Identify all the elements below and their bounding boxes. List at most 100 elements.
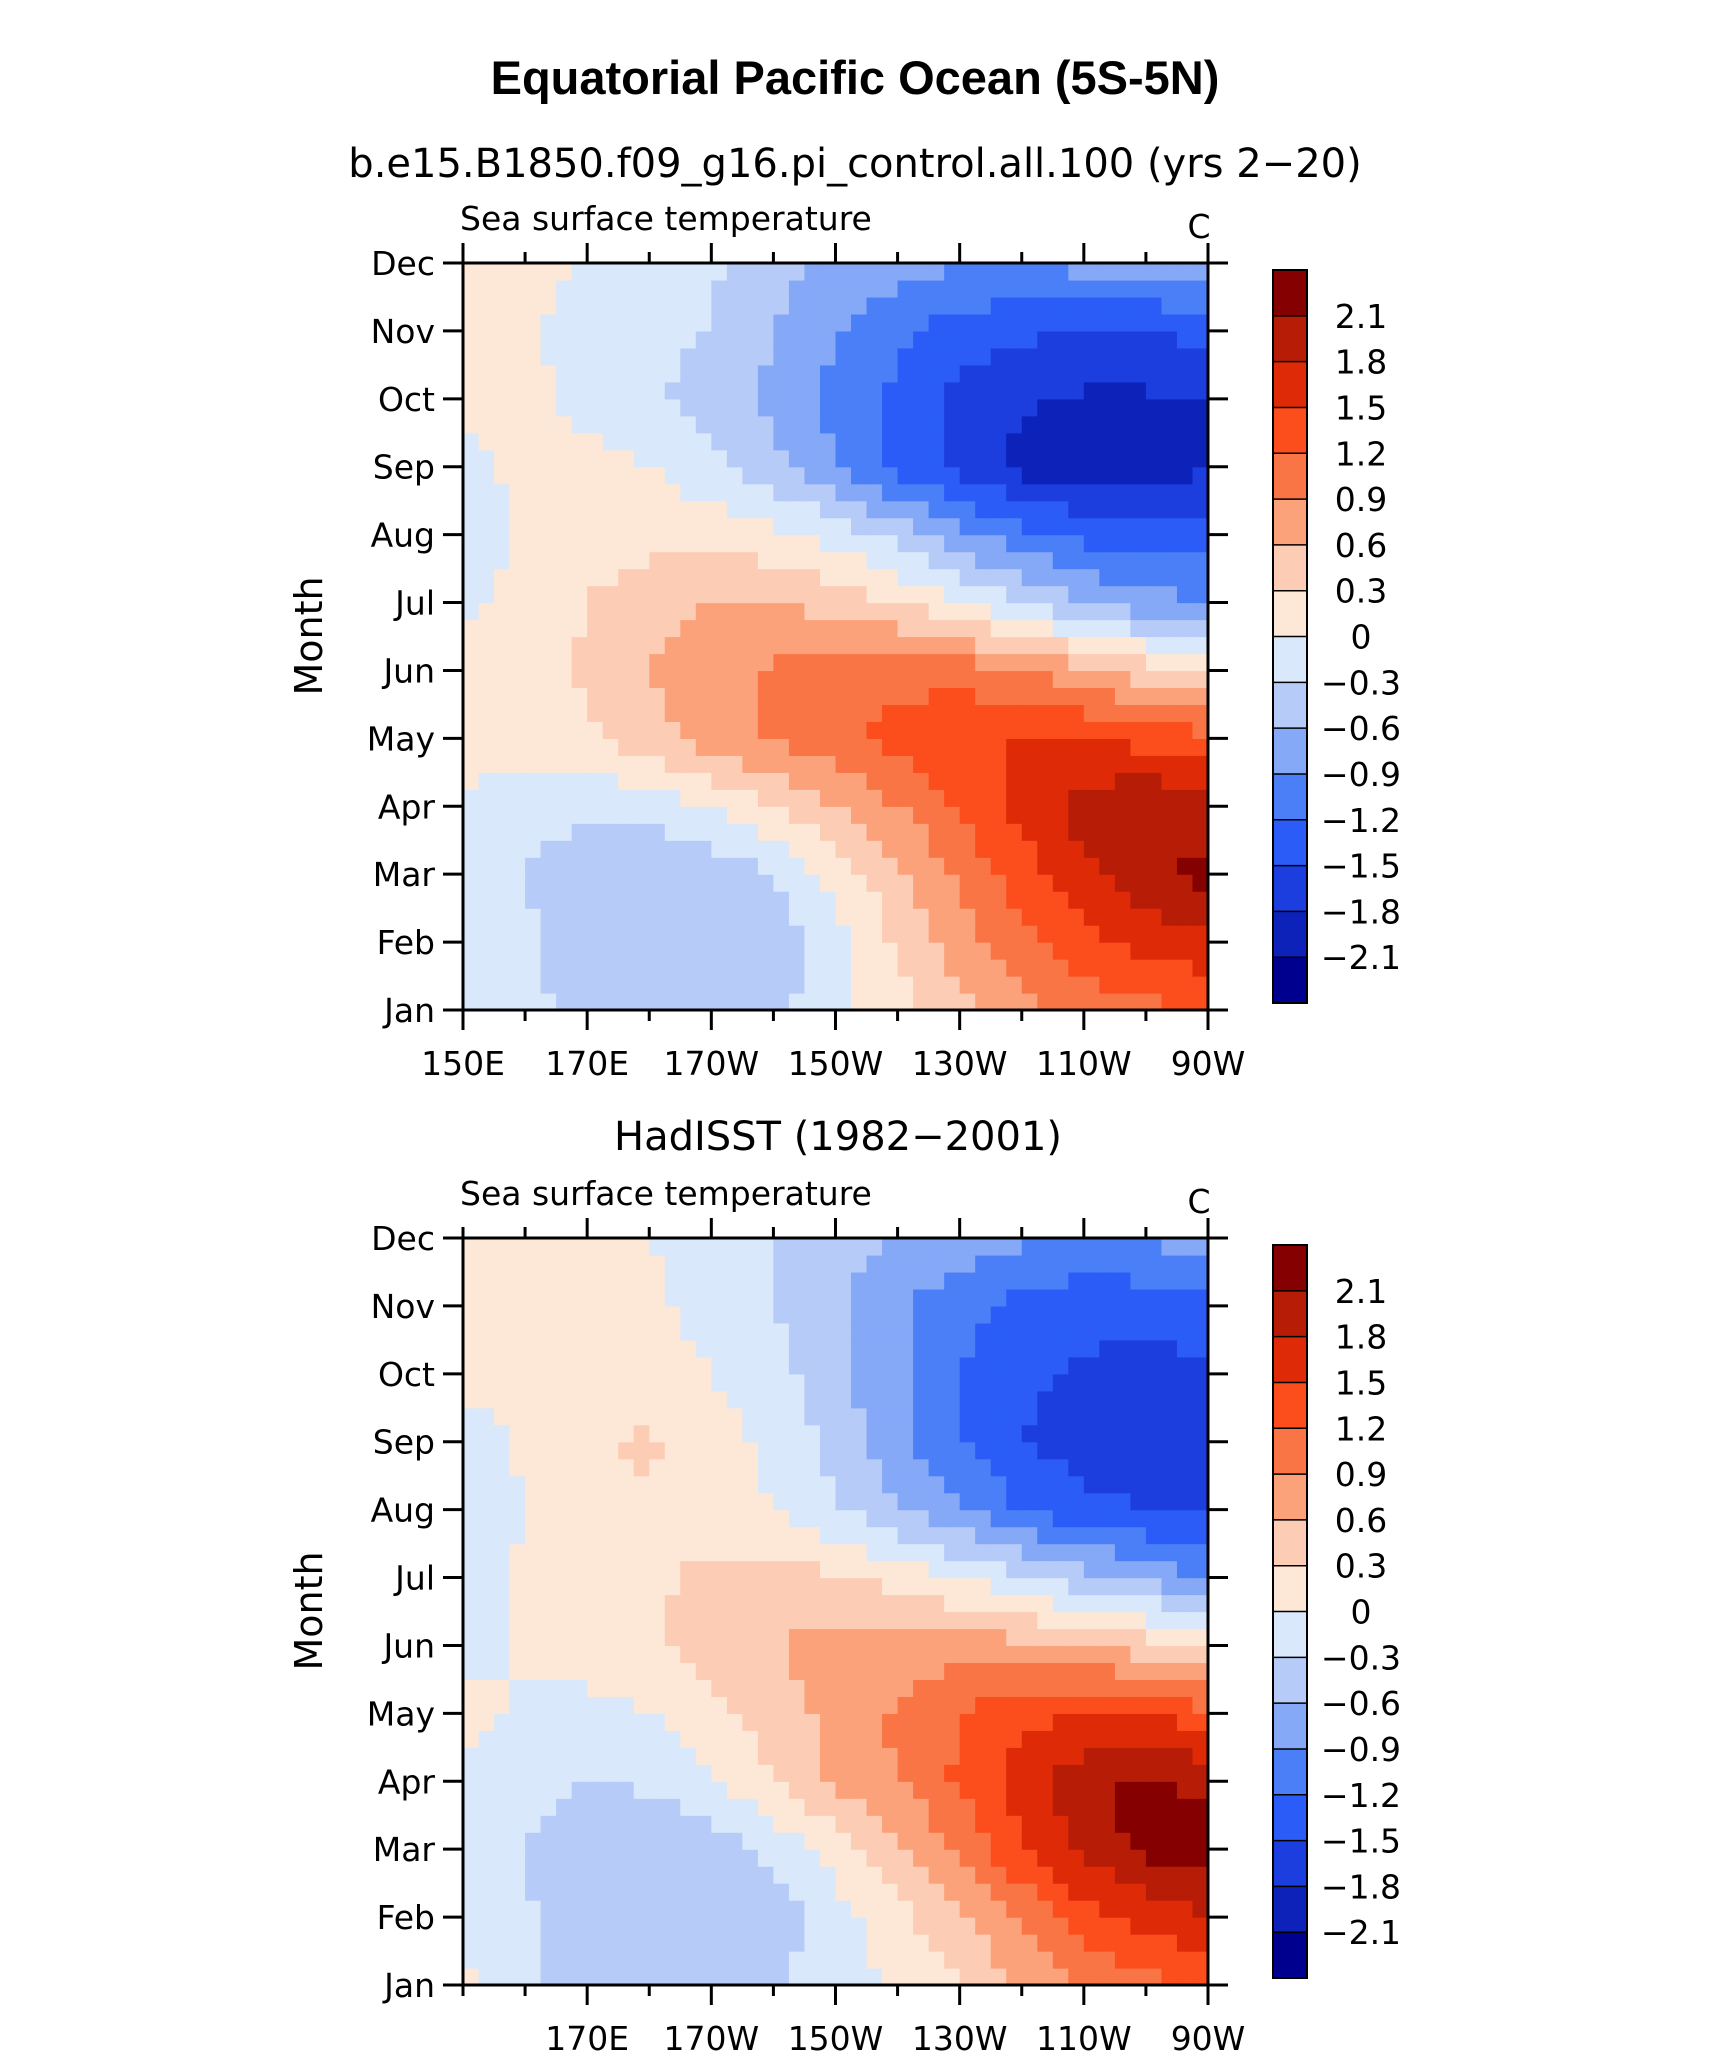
heatmap-cell bbox=[509, 313, 526, 332]
heatmap-cell bbox=[509, 1611, 526, 1630]
heatmap-cell bbox=[804, 704, 821, 722]
heatmap-cell bbox=[866, 1492, 883, 1511]
heatmap-cell bbox=[819, 1781, 837, 1799]
heatmap-cell bbox=[1145, 1288, 1163, 1307]
heatmap-cell bbox=[695, 1747, 712, 1765]
heatmap-cell bbox=[835, 891, 852, 909]
heatmap-cell bbox=[851, 1424, 868, 1443]
heatmap-cell bbox=[819, 959, 837, 977]
heatmap-cell bbox=[990, 1577, 1007, 1596]
heatmap-cell bbox=[804, 415, 821, 434]
heatmap-cell bbox=[959, 534, 976, 553]
heatmap-cell bbox=[897, 942, 914, 960]
heatmap-cell bbox=[757, 653, 775, 672]
heatmap-cell bbox=[1130, 976, 1147, 994]
heatmap-cell bbox=[1192, 364, 1208, 383]
heatmap-cell bbox=[1145, 398, 1163, 417]
heatmap-cell bbox=[1176, 415, 1194, 434]
heatmap-cell bbox=[851, 806, 868, 824]
heatmap-cell bbox=[618, 806, 635, 824]
heatmap-cell bbox=[990, 551, 1007, 570]
heatmap-cell bbox=[1083, 1577, 1100, 1596]
heatmap-cell bbox=[1037, 1866, 1054, 1884]
heatmap-cell bbox=[540, 789, 557, 807]
heatmap-cell bbox=[478, 1509, 495, 1528]
heatmap-cell bbox=[742, 534, 759, 553]
heatmap-cell bbox=[525, 1356, 542, 1375]
heatmap-cell bbox=[1099, 772, 1116, 790]
heatmap-cell bbox=[540, 1322, 557, 1341]
heatmap-cell bbox=[1145, 585, 1163, 604]
heatmap-cell bbox=[819, 1968, 837, 1985]
heatmap-cell bbox=[1021, 687, 1038, 706]
heatmap-cell bbox=[1006, 1832, 1023, 1850]
heatmap-cell bbox=[711, 1696, 728, 1714]
heatmap-cell bbox=[897, 466, 914, 485]
heatmap-cell bbox=[695, 1662, 712, 1681]
heatmap-cell bbox=[695, 449, 712, 468]
heatmap-cell bbox=[959, 602, 976, 621]
heatmap-cell bbox=[726, 517, 743, 536]
heatmap-cell bbox=[1130, 1662, 1147, 1681]
heatmap-cell bbox=[633, 449, 650, 468]
heatmap-cell bbox=[742, 959, 759, 977]
heatmap-cell bbox=[1145, 1560, 1163, 1579]
heatmap-cell bbox=[602, 1475, 619, 1494]
heatmap-cell bbox=[1021, 1390, 1038, 1409]
heatmap-cell bbox=[602, 483, 619, 502]
heatmap-cell bbox=[571, 1271, 588, 1290]
heatmap-cell bbox=[695, 1441, 712, 1460]
heatmap-cell bbox=[494, 1577, 511, 1596]
heatmap-cell bbox=[556, 517, 573, 536]
heatmap-cell bbox=[463, 806, 480, 824]
heatmap-cell bbox=[711, 857, 728, 875]
heatmap-cell bbox=[1130, 551, 1147, 570]
heatmap-cell bbox=[649, 449, 666, 468]
heatmap-cell bbox=[463, 415, 480, 434]
heatmap-cell bbox=[742, 279, 759, 298]
heatmap-cell bbox=[773, 840, 790, 858]
heatmap-cell bbox=[664, 772, 681, 790]
heatmap-cell bbox=[711, 1594, 728, 1613]
heatmap-cell bbox=[1021, 1611, 1038, 1630]
heatmap-cell bbox=[726, 891, 743, 909]
heatmap-cell bbox=[556, 1832, 573, 1850]
y-tick-label: Sep bbox=[373, 1423, 435, 1462]
heatmap-cell bbox=[540, 1662, 557, 1681]
heatmap-cell bbox=[556, 1798, 573, 1816]
heatmap-cell bbox=[835, 993, 852, 1010]
heatmap-cell bbox=[556, 1373, 573, 1392]
heatmap-cell bbox=[742, 1679, 759, 1697]
heatmap-cell bbox=[944, 1475, 961, 1494]
heatmap-cell bbox=[944, 1662, 961, 1681]
heatmap-cell bbox=[711, 789, 728, 807]
x-axis: 150E 170E 170W 150W 130W 110W 90W bbox=[421, 243, 1245, 1083]
heatmap-cell bbox=[1161, 1968, 1178, 1985]
heatmap-cell bbox=[928, 1526, 945, 1545]
heatmap-cell bbox=[664, 1238, 681, 1256]
heatmap-cell bbox=[726, 381, 743, 400]
heatmap-cell bbox=[664, 1934, 681, 1952]
heatmap-cell bbox=[664, 1322, 681, 1341]
heatmap-cell bbox=[742, 670, 759, 689]
heatmap-cell bbox=[990, 942, 1007, 960]
heatmap-cell bbox=[1052, 263, 1069, 281]
heatmap-cell bbox=[882, 653, 899, 672]
heatmap-cell bbox=[1176, 1373, 1194, 1392]
heatmap-cell bbox=[587, 381, 604, 400]
heatmap-cell bbox=[1176, 976, 1194, 994]
heatmap-cell bbox=[773, 806, 790, 824]
heatmap-cell bbox=[1161, 1798, 1178, 1816]
colorbar-swatch bbox=[1273, 728, 1307, 775]
heatmap-cell bbox=[1130, 857, 1147, 875]
heatmap-cell bbox=[1192, 1526, 1208, 1545]
heatmap-cell bbox=[788, 568, 806, 587]
heatmap-cell bbox=[726, 1883, 743, 1901]
heatmap-cell bbox=[1130, 1238, 1147, 1256]
heatmap-cell bbox=[1037, 432, 1054, 451]
heatmap-cell bbox=[525, 806, 542, 824]
heatmap-cell bbox=[509, 670, 526, 689]
heatmap-cell bbox=[1037, 263, 1054, 281]
heatmap-cell bbox=[804, 1339, 821, 1358]
heatmap-cell bbox=[1068, 296, 1085, 315]
